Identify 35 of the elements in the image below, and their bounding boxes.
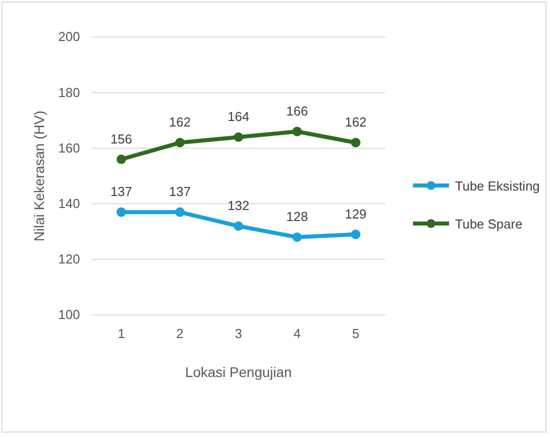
y-tick-label: 180 xyxy=(58,84,80,100)
point xyxy=(234,221,244,231)
x-tick-label: 1 xyxy=(118,326,125,342)
point xyxy=(350,230,360,240)
x-tick-label: 2 xyxy=(176,326,184,342)
x-axis-title: Lokasi Pengujian xyxy=(185,364,292,380)
y-tick-label: 200 xyxy=(58,29,80,44)
y-tick-label: 140 xyxy=(58,196,80,211)
data-label: 164 xyxy=(228,109,250,124)
data-label: 156 xyxy=(110,131,132,146)
point xyxy=(175,207,185,217)
x-tick-label: 5 xyxy=(352,326,360,342)
y-axis-title: Nilai Kekerasan (HV) xyxy=(31,110,47,242)
point xyxy=(175,138,185,148)
legend-label: Tube Spare xyxy=(455,216,522,232)
point xyxy=(292,232,302,242)
data-label: 166 xyxy=(286,104,308,119)
y-tick-label: 100 xyxy=(58,307,80,322)
data-label: 137 xyxy=(169,184,191,200)
x-tick-label: 4 xyxy=(293,326,301,342)
data-label: 137 xyxy=(110,184,132,200)
data-label: 162 xyxy=(169,114,191,130)
legend-label: Tube Eksisting xyxy=(455,178,540,194)
y-tick-label: 160 xyxy=(58,140,80,156)
y-tick-label: 120 xyxy=(58,252,80,267)
point xyxy=(116,207,126,217)
data-label: 132 xyxy=(228,198,250,214)
data-label: 162 xyxy=(344,114,367,130)
point xyxy=(234,132,244,142)
point xyxy=(350,138,360,148)
x-tick-label: 3 xyxy=(234,326,242,342)
data-label: 128 xyxy=(286,209,308,224)
point xyxy=(116,154,126,164)
point xyxy=(292,126,302,136)
data-label: 129 xyxy=(344,206,367,222)
